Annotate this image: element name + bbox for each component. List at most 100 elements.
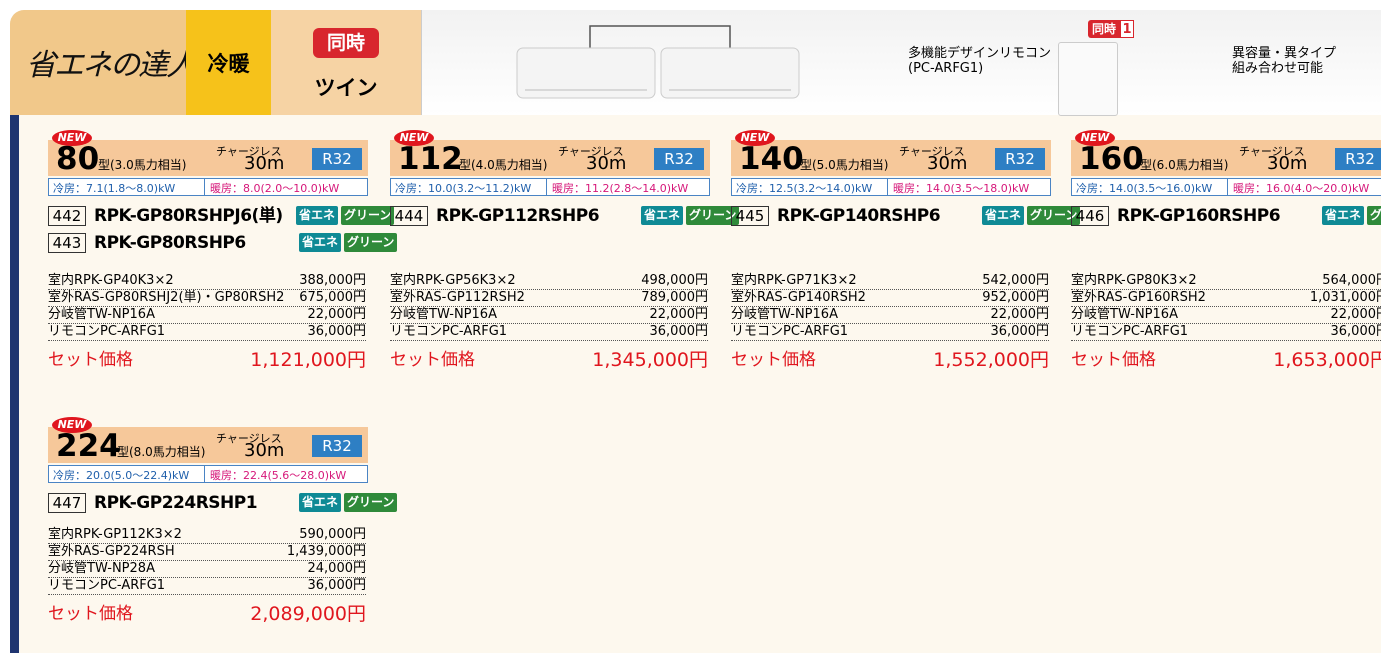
model-name: RPK-GP80RSHP6 bbox=[94, 233, 246, 253]
item-price: 564,000円 bbox=[1322, 273, 1381, 288]
eco-badge: グリーン bbox=[1027, 206, 1081, 225]
set-label: セット価格 bbox=[48, 604, 133, 624]
item-price: 675,000円 bbox=[299, 290, 366, 305]
model-badges: 省エネグリーン bbox=[293, 205, 395, 225]
model-name: RPK-GP112RSHP6 bbox=[436, 206, 600, 226]
ac-units bbox=[516, 25, 800, 99]
item-price: 498,000円 bbox=[641, 273, 708, 288]
new-badge: NEW bbox=[1075, 130, 1115, 146]
spec-divider bbox=[204, 178, 205, 196]
model-no: 443 bbox=[48, 233, 86, 253]
eco-badge: グリーン bbox=[344, 233, 398, 252]
background bbox=[10, 10, 1381, 653]
length: 30m bbox=[586, 153, 627, 174]
eco-badge: 省エネ bbox=[982, 206, 1025, 225]
price-row: 分岐管TW-NP16A 22,000円 bbox=[731, 307, 1049, 324]
heating: 暖房：11.2(2.8～14.0)kW bbox=[552, 182, 689, 195]
set-label: セット価格 bbox=[390, 350, 475, 370]
set-price: 1,653,000円 bbox=[1273, 349, 1381, 371]
spec-box bbox=[48, 465, 368, 483]
item-price: 36,000円 bbox=[307, 324, 367, 339]
combo-label: 異容量・異タイプ 組み合わせ可能 bbox=[1232, 46, 1336, 76]
refrigerant: R32 bbox=[312, 148, 362, 170]
new-badge: NEW bbox=[52, 130, 92, 146]
spec-divider bbox=[546, 178, 547, 196]
size: 112 bbox=[398, 141, 463, 177]
price-row: 分岐管TW-NP28A 24,000円 bbox=[48, 561, 366, 578]
item-label: リモコンPC-ARFG1 bbox=[390, 324, 508, 339]
item-label: 室内RPK-GP40K3×2 bbox=[48, 273, 174, 288]
spec-divider bbox=[204, 465, 205, 483]
price-row: 室内RPK-GP40K3×2 388,000円 bbox=[48, 273, 366, 290]
item-label: 分岐管TW-NP16A bbox=[1071, 307, 1178, 322]
price-row: 分岐管TW-NP16A 22,000円 bbox=[390, 307, 708, 324]
model-badges: 省エネグリーン bbox=[296, 492, 398, 512]
remote-image bbox=[1058, 42, 1118, 116]
item-price: 1,439,000円 bbox=[286, 544, 366, 559]
price-row: 室外RAS-GP112RSH2 789,000円 bbox=[390, 290, 708, 307]
refrigerant: R32 bbox=[1335, 148, 1381, 170]
model-name: RPK-GP160RSHP6 bbox=[1117, 206, 1281, 226]
left-strip bbox=[10, 115, 19, 653]
price-row: リモコンPC-ARFG1 36,000円 bbox=[1071, 324, 1381, 341]
item-price: 22,000円 bbox=[990, 307, 1050, 322]
refrigerant: R32 bbox=[654, 148, 704, 170]
heating: 暖房：8.0(2.0～10.0)kW bbox=[210, 182, 340, 195]
item-label: 室外RAS-GP80RSHJ2(単)・GP80RSH2 bbox=[48, 290, 285, 305]
price-row: 室内RPK-GP112K3×2 590,000円 bbox=[48, 527, 366, 544]
product-card: NEW 140 型(5.0馬力相当) チャージレス 30m R32 冷房：12.5(3.2～… bbox=[731, 128, 1081, 378]
model-badges: 省エネグリーン bbox=[296, 232, 398, 252]
combo-line: 組み合わせ可能 bbox=[1232, 61, 1324, 76]
item-label: 室外RAS-GP140RSH2 bbox=[731, 290, 866, 305]
spec-divider bbox=[1227, 178, 1228, 196]
twin: ツイン bbox=[314, 76, 378, 100]
set-label: セット価格 bbox=[48, 350, 133, 370]
item-price: 789,000円 bbox=[641, 290, 708, 305]
item-label: 分岐管TW-NP16A bbox=[48, 307, 155, 322]
simultaneous: 同時 bbox=[313, 28, 379, 58]
item-price: 36,000円 bbox=[307, 578, 367, 593]
cooling: 冷房：12.5(3.2～14.0)kW bbox=[736, 182, 873, 195]
item-price: 590,000円 bbox=[299, 527, 366, 542]
item-price: 24,000円 bbox=[307, 561, 367, 576]
model-name: RPK-GP80RSHPJ6(単) bbox=[94, 206, 283, 226]
item-price: 22,000円 bbox=[649, 307, 709, 322]
set-label: セット価格 bbox=[731, 350, 816, 370]
length: 30m bbox=[244, 153, 285, 174]
logo: 省エネの達人 bbox=[26, 48, 196, 83]
cooling: 冷房：14.0(3.5～16.0)kW bbox=[1076, 182, 1213, 195]
item-price: 22,000円 bbox=[1330, 307, 1381, 322]
model-no: 444 bbox=[390, 206, 428, 226]
price-row: 室内RPK-GP71K3×2 542,000円 bbox=[731, 273, 1049, 290]
mode-box bbox=[186, 10, 271, 115]
new-badge: NEW bbox=[52, 417, 92, 433]
product-card: NEW 160 型(6.0馬力相当) チャージレス 30m R32 冷房：14.0(3.5～… bbox=[1071, 128, 1381, 378]
type-label: 型(5.0馬力相当) bbox=[800, 158, 889, 172]
model-no: 442 bbox=[48, 206, 86, 226]
remote-line: 多機能デザインリモコン bbox=[908, 46, 1052, 61]
model-name: RPK-GP224RSHP1 bbox=[94, 493, 258, 513]
item-label: リモコンPC-ARFG1 bbox=[1071, 324, 1189, 339]
set-price: 2,089,000円 bbox=[250, 603, 366, 625]
item-price: 542,000円 bbox=[982, 273, 1049, 288]
heating: 暖房：22.4(5.6～28.0)kW bbox=[210, 469, 347, 482]
item-label: 分岐管TW-NP28A bbox=[48, 561, 155, 576]
badge: 同時 bbox=[1088, 20, 1120, 38]
heating: 暖房：16.0(4.0～20.0)kW bbox=[1233, 182, 1370, 195]
length: 30m bbox=[927, 153, 968, 174]
eco-badge: グリーン bbox=[344, 493, 398, 512]
item-label: 室外RAS-GP224RSH bbox=[48, 544, 175, 559]
item-price: 388,000円 bbox=[299, 273, 366, 288]
price-row: リモコンPC-ARFG1 36,000円 bbox=[731, 324, 1049, 341]
type-label: 型(3.0馬力相当) bbox=[98, 158, 187, 172]
set-price: 1,345,000円 bbox=[592, 349, 708, 371]
price-row: リモコンPC-ARFG1 36,000円 bbox=[48, 324, 366, 341]
item-label: 分岐管TW-NP16A bbox=[731, 307, 838, 322]
eco-badge: グリーン bbox=[1367, 206, 1381, 225]
eco-badge: グリーン bbox=[341, 206, 395, 225]
size: 160 bbox=[1079, 141, 1144, 177]
length: 30m bbox=[1267, 153, 1308, 174]
type-label: 型(6.0馬力相当) bbox=[1140, 158, 1229, 172]
model-badges: 省エネグリーン bbox=[638, 205, 740, 225]
